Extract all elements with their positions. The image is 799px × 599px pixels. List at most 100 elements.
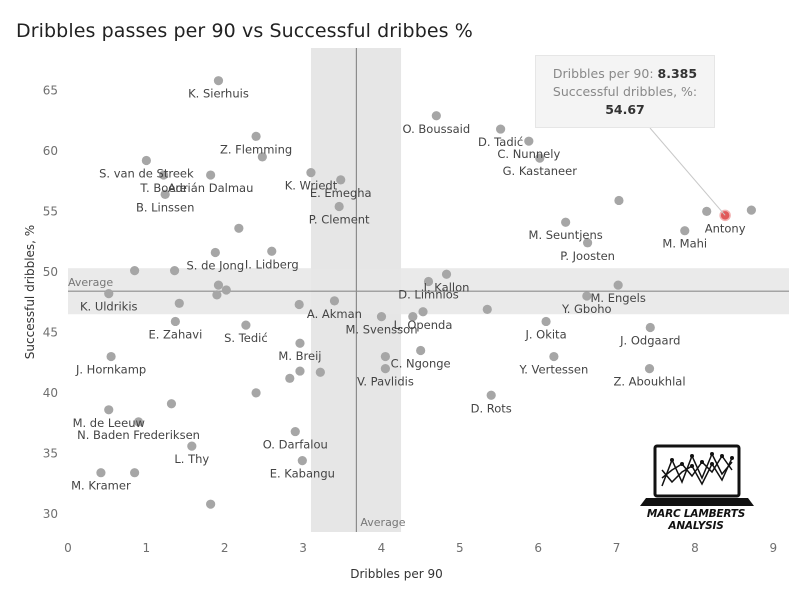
data-point <box>496 124 506 134</box>
data-point-label: I. Lidberg <box>245 257 299 271</box>
data-point <box>645 322 655 333</box>
data-point <box>423 276 434 287</box>
data-point <box>680 226 690 236</box>
data-point-label: M. Mahi <box>662 237 707 251</box>
data-point-label: M. Breij <box>278 349 321 363</box>
data-point-label: L. Openda <box>394 318 453 332</box>
data-point <box>306 168 316 178</box>
brand-logo: MARC LAMBERTS ANALYSIS <box>618 442 774 532</box>
y-tick-label: 30 <box>43 507 58 521</box>
data-point-label: S. Tedić <box>224 331 268 345</box>
data-point-label: Adrián Dalmau <box>168 181 254 195</box>
data-point-label: S. de Jong <box>186 258 244 272</box>
data-point <box>133 417 144 427</box>
y-axis-ticks: 30 35 40 45 50 55 60 65 <box>43 83 58 520</box>
data-point-label: P. Clement <box>309 213 370 227</box>
data-point <box>416 345 426 356</box>
data-point-label: J. Okita <box>524 327 566 341</box>
data-point <box>297 456 307 466</box>
x-tick-label: 1 <box>143 541 151 555</box>
data-point <box>376 312 387 322</box>
data-point <box>380 364 390 374</box>
data-point <box>166 399 177 409</box>
data-point <box>213 280 224 290</box>
data-point <box>96 468 106 478</box>
data-point <box>213 76 224 86</box>
y-tick-label: 55 <box>43 204 58 218</box>
data-point-label: S. van de Streek <box>99 167 194 181</box>
data-point-label: Antony <box>705 221 746 235</box>
data-point-label: D. Tadić <box>478 135 523 149</box>
data-point <box>206 170 216 180</box>
data-point <box>130 468 140 478</box>
data-point <box>210 247 220 258</box>
average-y-label: Average <box>68 276 113 289</box>
data-point-label: K. Uldrikis <box>80 300 138 314</box>
x-tick-label: 7 <box>613 541 621 555</box>
data-point <box>329 296 340 306</box>
data-point <box>290 426 300 437</box>
data-point-label: M. Seuntjens <box>529 228 603 242</box>
x-axis-title: Dribbles per 90 <box>350 567 443 581</box>
data-point <box>535 153 545 163</box>
data-point <box>212 290 222 300</box>
data-point-label: K. Wriedt <box>285 179 338 193</box>
data-point <box>294 299 304 310</box>
data-point-label: K. Sierhuis <box>188 87 249 101</box>
data-point-label: Z. Flemming <box>220 142 292 156</box>
data-point <box>408 312 418 322</box>
data-point <box>234 223 244 233</box>
data-point-label: J. Odgaard <box>619 334 680 348</box>
data-point-label: I. Kallon <box>424 280 470 294</box>
y-tick-label: 50 <box>43 265 58 279</box>
data-point <box>257 152 267 162</box>
data-point <box>106 351 116 362</box>
data-point-label: E. Kabangu <box>270 467 335 481</box>
data-point <box>582 238 593 248</box>
data-point <box>130 266 140 276</box>
data-point-label: E. Emegha <box>310 186 372 200</box>
data-point-label: N. Baden Frederiksen <box>77 428 200 442</box>
data-point <box>541 316 551 327</box>
brand-logo-text: MARC LAMBERTS ANALYSIS <box>646 508 746 532</box>
data-point <box>241 320 251 330</box>
y-tick-label: 65 <box>43 83 58 97</box>
tooltip-y-label: Successful dribbles, %: <box>552 84 698 99</box>
data-point-label: L. Thy <box>174 452 209 466</box>
data-points <box>96 76 756 509</box>
tooltip-connector <box>649 127 726 216</box>
x-tick-label: 3 <box>299 541 307 555</box>
data-point-label: Z. Aboukhlal <box>613 375 685 389</box>
data-point <box>104 405 114 415</box>
x-tick-label: 0 <box>64 541 72 555</box>
data-point-label: G. Kastaneer <box>503 164 578 178</box>
data-point-label: V. Pavlidis <box>357 375 414 389</box>
data-point-label: M. Svensson <box>345 323 417 337</box>
chart-title: Dribbles passes per 90 vs Successful dri… <box>16 20 473 42</box>
data-point-label: O. Boussaid <box>403 122 471 136</box>
data-point <box>482 304 492 314</box>
data-point <box>160 189 170 200</box>
data-point-label: M. Engels <box>590 291 645 305</box>
data-point <box>104 289 114 299</box>
data-point <box>251 388 261 398</box>
x-tick-label: 9 <box>770 541 778 555</box>
data-point-label: D. Limnios <box>398 288 458 302</box>
tooltip-x-label: Dribbles per 90: <box>552 66 658 81</box>
data-point-label: T. Boere <box>139 181 187 195</box>
tooltip-x-value: 8.385 <box>657 66 698 81</box>
data-point <box>285 373 295 383</box>
data-point <box>221 285 231 295</box>
y-tick-label: 60 <box>43 144 58 158</box>
data-point <box>524 136 534 146</box>
data-point-label: M. Kramer <box>71 479 131 493</box>
data-point <box>549 351 559 362</box>
data-point <box>746 205 756 215</box>
data-point-label: J. Hornkamp <box>75 363 146 377</box>
tooltip-y-value: 54.67 <box>605 102 645 117</box>
data-point <box>170 316 180 327</box>
data-point <box>702 206 712 216</box>
data-point-label: D. Rots <box>471 401 512 415</box>
x-tick-label: 5 <box>456 541 464 555</box>
